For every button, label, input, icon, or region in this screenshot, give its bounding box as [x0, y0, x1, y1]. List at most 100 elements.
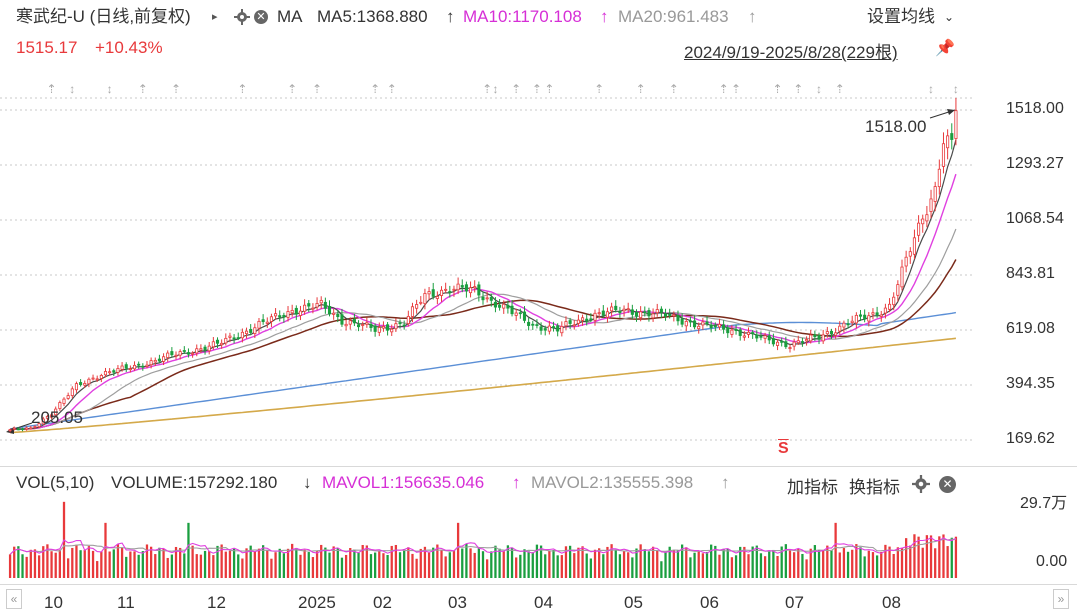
volume-bar: [921, 547, 924, 578]
volume-bar: [232, 548, 236, 578]
candle-body: [278, 315, 282, 318]
close-icon[interactable]: ✕: [254, 10, 268, 24]
candle-body: [452, 288, 456, 291]
volume-bar: [486, 559, 489, 578]
volume-bar: [768, 550, 771, 578]
scroll-left-button[interactable]: «: [6, 589, 22, 609]
candle-body: [933, 186, 937, 202]
signal-marker: S: [778, 440, 789, 457]
candle-body: [79, 382, 83, 385]
candle-body: [697, 325, 701, 330]
candle-body: [485, 297, 489, 300]
volume-bar: [241, 558, 244, 578]
volume-bar: [938, 536, 941, 578]
candle-body: [883, 307, 887, 314]
volume-bar: [87, 546, 91, 578]
volume-bar: [552, 550, 555, 578]
volume-bar: [942, 534, 945, 578]
candle-body: [25, 427, 29, 430]
candle-body: [527, 321, 531, 326]
candle-body: [203, 346, 207, 351]
scroll-right-button[interactable]: »: [1053, 589, 1069, 609]
candle-body: [618, 311, 622, 314]
volume-bar: [382, 553, 385, 578]
settings-ma-button[interactable]: 设置均线: [867, 7, 935, 26]
candle-body: [87, 378, 91, 385]
volume-bar: [407, 547, 410, 578]
volume-bar: [432, 547, 435, 578]
date-tick-label: 10: [44, 593, 63, 612]
add-indicator-button[interactable]: 加指标: [787, 478, 838, 497]
volume-bar: [83, 549, 86, 578]
gear-icon[interactable]: [912, 475, 930, 498]
volume-bar: [54, 552, 57, 578]
volume-bar: [884, 544, 887, 578]
volume-bar: [332, 546, 335, 578]
candle-body: [776, 341, 780, 346]
volume-bar: [917, 536, 920, 578]
volume-bar: [846, 551, 850, 578]
volume-bar: [162, 548, 165, 578]
volume-bar: [448, 552, 451, 578]
volume-bar: [378, 551, 381, 578]
candle-body: [290, 310, 294, 314]
candle-body: [946, 135, 950, 149]
pin-icon[interactable]: 📌: [935, 40, 955, 57]
date-tick-label: 05: [624, 593, 643, 612]
event-marker: ⇡: [835, 82, 845, 96]
candle-body: [568, 320, 572, 324]
ma250-line: [10, 337, 956, 434]
volume-bar: [863, 556, 866, 578]
candle-body: [560, 325, 564, 334]
date-range[interactable]: 2024/9/19-2025/8/28(229根): [684, 43, 898, 62]
event-marker: ⇡: [387, 82, 397, 96]
volume-bar: [141, 551, 144, 578]
volume-bar: [108, 551, 111, 578]
candle-body: [896, 284, 900, 296]
candle-body: [784, 341, 788, 348]
date-tick-label: 12: [207, 593, 226, 612]
volume-bar: [398, 552, 402, 578]
candle-body: [535, 324, 539, 326]
volume-bar: [195, 554, 198, 578]
candle-body: [444, 288, 448, 291]
candle-body: [394, 323, 398, 330]
triangle-right-icon[interactable]: ▸: [212, 11, 218, 23]
volume-bar: [888, 546, 891, 578]
volume-bar: [187, 522, 190, 578]
price-tick-label: 1068.54: [1006, 210, 1064, 227]
arrow-up-icon: ↑: [721, 473, 730, 492]
close-icon[interactable]: ✕: [939, 476, 956, 493]
candle-body: [800, 341, 804, 343]
candle-body: [614, 305, 618, 310]
volume-bar: [801, 553, 804, 578]
candle-body: [20, 428, 25, 431]
gear-icon[interactable]: [234, 9, 250, 30]
candle-body: [37, 423, 41, 428]
swap-indicator-button[interactable]: 换指标: [849, 478, 900, 497]
candle-body: [236, 337, 240, 340]
candle-body: [593, 312, 597, 321]
high-arrow-head: [947, 109, 955, 115]
volume-bar: [25, 556, 28, 578]
candle-body: [639, 311, 643, 319]
candle-body: [50, 414, 54, 418]
volume-bar: [759, 553, 763, 578]
volume-bar: [639, 544, 642, 578]
candle-body: [377, 327, 381, 333]
volume-bar: [336, 548, 339, 578]
candle-body: [8, 429, 12, 432]
candle-body: [846, 323, 850, 326]
candle-body: [506, 304, 510, 309]
candle-body: [481, 296, 485, 301]
candle-body: [875, 312, 879, 316]
volume-bar: [813, 545, 817, 578]
chevron-down-icon[interactable]: ⌄: [944, 10, 955, 24]
volume-bar: [772, 549, 775, 578]
volume-bar: [925, 535, 929, 578]
volume-bar: [278, 548, 281, 578]
candle-body: [917, 222, 921, 236]
candle-body: [759, 335, 763, 338]
volume-bar: [954, 536, 958, 578]
high-annotation: 1518.00: [865, 117, 927, 136]
